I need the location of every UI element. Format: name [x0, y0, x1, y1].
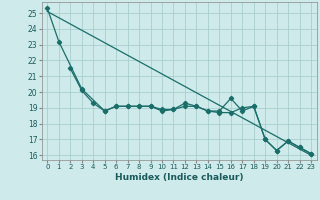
X-axis label: Humidex (Indice chaleur): Humidex (Indice chaleur)	[115, 173, 244, 182]
